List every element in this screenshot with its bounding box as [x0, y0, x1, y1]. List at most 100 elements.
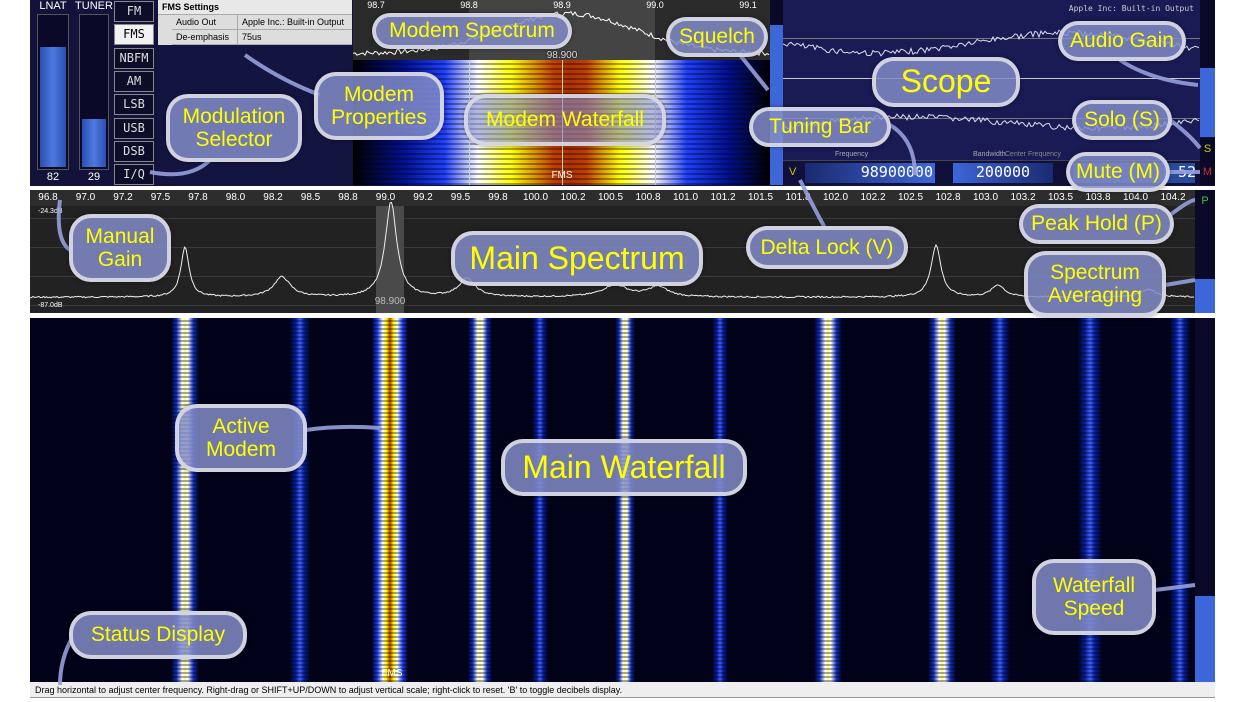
frequency-tick: 102.5	[897, 192, 924, 203]
active-modem-signal	[372, 318, 408, 682]
tuner-gain-slider[interactable]	[79, 14, 109, 170]
callout-modem-spectrum: Modem Spectrum	[372, 13, 572, 49]
properties-title: FMS Settings	[162, 2, 220, 12]
waterfall-speed-slider[interactable]	[1195, 318, 1215, 682]
center-frequency-input[interactable]: 52	[1177, 163, 1196, 181]
scope-device-label: Apple Inc: Built-in Output	[1068, 4, 1194, 13]
waterfall-modem-label: FMS	[381, 668, 403, 679]
frequency-tick: 102.2	[860, 192, 886, 203]
modem-tick: 98.7	[367, 0, 385, 10]
frequency-tick: 101.2	[710, 192, 736, 203]
frequency-tick: 101.0	[672, 192, 699, 203]
status-display: Drag horizontal to adjust center frequen…	[30, 682, 1215, 698]
callout-mute: Mute (M)	[1066, 152, 1170, 192]
peak-hold-button[interactable]: P	[1195, 190, 1215, 212]
frequency-tick: 100.2	[560, 192, 586, 203]
modulation-lsb-button[interactable]: LSB	[114, 94, 154, 116]
modem-tick: 99.1	[739, 0, 757, 10]
property-audio-out[interactable]: Audio Out Apple Inc.: Built-in Output	[172, 15, 352, 30]
frequency-tick: 103.2	[1010, 192, 1036, 203]
station-signal	[468, 318, 492, 682]
callout-manual-gain: Manual Gain	[69, 214, 171, 282]
bandwidth-input[interactable]: 200000	[953, 163, 1053, 183]
frequency-input[interactable]: 98900000	[805, 163, 935, 183]
frequency-tick: 102.8	[935, 192, 961, 203]
frequency-tick: 101.8	[785, 192, 811, 203]
frequency-label: Frequency	[835, 151, 869, 158]
bottom-db-label: -87.0dB	[38, 302, 63, 309]
active-frequency-label: 98.900	[374, 296, 406, 307]
frequency-tick: 103.5	[1047, 192, 1074, 203]
frequency-tick: 98.2	[263, 192, 283, 203]
tuner-value: 29	[87, 171, 101, 183]
lnat-label: LNAT	[39, 0, 67, 12]
frequency-tick: 99.8	[488, 192, 508, 203]
callout-squelch: Squelch	[666, 17, 768, 57]
frequency-tick: 104.0	[1122, 192, 1149, 203]
callout-main-spectrum: Main Spectrum	[451, 231, 703, 286]
top-db-label: -24.3dB	[38, 208, 63, 215]
modem-tick: 99.0	[646, 0, 664, 10]
frequency-tick: 97.0	[75, 192, 96, 203]
property-deemphasis[interactable]: De-emphasis 75us	[172, 30, 352, 45]
modulation-usb-button[interactable]: USB	[114, 117, 154, 139]
frequency-tick: 99.5	[450, 192, 471, 203]
callout-active-modem: Active Modem	[175, 404, 307, 472]
callout-tuning-bar: Tuning Bar	[749, 107, 891, 147]
lnat-gain-slider[interactable]	[37, 14, 69, 170]
tuner-label: TUNER	[75, 0, 113, 12]
frequency-tick: 100.8	[635, 192, 661, 203]
modem-waterfall-label: FMS	[551, 170, 573, 181]
frequency-tick: 100.0	[522, 192, 549, 203]
callout-main-waterfall: Main Waterfall	[501, 439, 747, 496]
modem-tick: 98.8	[460, 0, 478, 10]
squelch-slider[interactable]	[770, 0, 783, 185]
modulation-am-button[interactable]: AM	[114, 70, 154, 92]
spectrum-averaging-slider[interactable]	[1195, 212, 1215, 313]
modulation-fm-button[interactable]: FM	[114, 1, 154, 22]
callout-solo: Solo (S)	[1072, 100, 1172, 140]
station-signal	[615, 318, 635, 682]
modem-center-label: 98.900	[546, 50, 578, 61]
modem-properties: FMS Settings Audio Out Apple Inc.: Built-…	[158, 0, 352, 45]
frequency-tick: 97.5	[150, 192, 171, 203]
callout-audio-gain: Audio Gain	[1058, 21, 1186, 61]
lnat-gain-fill	[40, 46, 66, 167]
callout-modem-waterfall: Modem Waterfall	[464, 94, 666, 146]
callout-waterfall-speed: Waterfall Speed	[1032, 559, 1156, 635]
frequency-tick: 100.5	[597, 192, 624, 203]
frequency-tick: 99.2	[413, 192, 433, 203]
frequency-tick: 98.5	[300, 192, 321, 203]
delta-lock-toggle[interactable]: V	[789, 166, 797, 178]
center-frequency-label: Center Frequency	[1005, 151, 1062, 158]
callout-modem-properties: Modem Properties	[314, 72, 444, 140]
solo-button[interactable]: S	[1200, 138, 1215, 160]
modem-tick: 98.9	[553, 0, 571, 10]
tuner-gain-fill	[82, 119, 106, 167]
lnat-value: 82	[46, 171, 60, 183]
callout-status-display: Status Display	[69, 611, 247, 659]
station-signal	[532, 318, 548, 682]
station-signal	[928, 318, 956, 682]
station-signal	[712, 318, 728, 682]
frequency-tick: 99.0	[375, 192, 396, 203]
modulation-fms-button[interactable]: FMS	[114, 24, 154, 46]
audio-gain-slider[interactable]	[1200, 0, 1215, 137]
mute-button[interactable]: M	[1200, 160, 1215, 185]
callout-spectrum-averaging: Spectrum Averaging	[1024, 251, 1166, 317]
station-signal	[990, 318, 1010, 682]
frequency-tick: 103.0	[972, 192, 999, 203]
frequency-tick: 104.2	[1160, 192, 1186, 203]
modulation-iq-button[interactable]: I/Q	[114, 164, 154, 186]
frequency-tick: 98.8	[338, 192, 358, 203]
frequency-tick: 98.0	[225, 192, 246, 203]
frequency-tick: 101.5	[747, 192, 774, 203]
modulation-dsb-button[interactable]: DSB	[114, 140, 154, 162]
frequency-tick: 97.2	[113, 192, 133, 203]
frequency-tick: 97.8	[188, 192, 208, 203]
station-signal	[814, 318, 842, 682]
modulation-nbfm-button[interactable]: NBFM	[114, 47, 154, 69]
frequency-tick: 96.8	[38, 192, 58, 203]
callout-peak-hold: Peak Hold (P)	[1019, 204, 1174, 244]
bandwidth-label: Bandwidth	[973, 151, 1006, 158]
